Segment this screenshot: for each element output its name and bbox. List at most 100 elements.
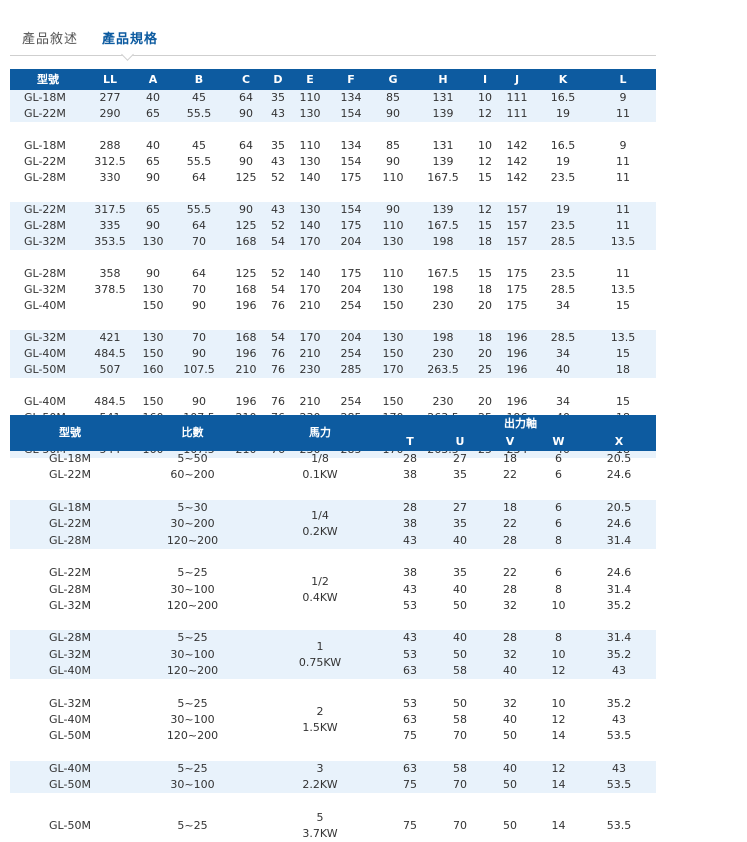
spec-cell-a: 150 — [142, 347, 164, 360]
spec-cell-j: 142 — [506, 155, 528, 168]
ratio-cell-v: 22 — [503, 566, 517, 580]
group-spacer-cell — [10, 549, 656, 565]
ratio-cell-power: 2 1.5KW — [255, 695, 385, 744]
spec-cell-model: GL-50M — [24, 363, 66, 376]
spec-cell-l: 11 — [616, 203, 630, 216]
spec-cell-b: 70 — [192, 283, 206, 296]
spec-table-row: GL-22M 312.5 65 55.5 90 43 130 154 90 139 12 142 19 1… — [10, 154, 656, 170]
spec-header-model: 型號 — [10, 69, 86, 90]
spec-cell-d: 52 — [271, 171, 285, 184]
spec-cell-g: 150 — [382, 299, 404, 312]
ratio-cell-u: 70 — [453, 818, 467, 832]
ratio-cell-t: 63 — [403, 712, 417, 726]
spec-header-j: J — [498, 69, 536, 90]
ratio-cell-w: 14 — [551, 818, 566, 832]
spec-cell-k: 34 — [556, 347, 570, 360]
group-spacer — [10, 378, 656, 394]
spec-cell-model: GL-28M — [24, 267, 66, 280]
spec-cell-a: 65 — [146, 203, 160, 216]
ratio-cell-x: 24.6 — [606, 566, 632, 580]
spec-cell-g: 130 — [382, 235, 404, 248]
ratio-cell-x: 35.2 — [606, 647, 632, 661]
ratio-cell-x: 43 — [612, 761, 627, 775]
ratio-cell-t: 43 — [403, 582, 417, 596]
spec-table-row: GL-40M 484.5 150 90 196 76 210 254 150 230 20 196 34… — [10, 346, 656, 362]
spec-cell-b: 90 — [192, 347, 206, 360]
spec-cell-i: 25 — [478, 363, 492, 376]
ratio-cell-model: GL-28M — [49, 582, 91, 596]
ratio-cell-ratio: 5~25 — [177, 631, 208, 645]
spec-cell-k: 40 — [556, 363, 570, 376]
spec-cell-model: GL-28M — [24, 219, 66, 232]
spec-cell-k: 34 — [556, 395, 570, 408]
spec-cell-ll — [86, 298, 134, 314]
spec-cell-f: 175 — [340, 267, 362, 280]
ratio-cell-model: GL-22M — [49, 468, 91, 482]
spec-cell-h: 131 — [432, 139, 454, 152]
spec-cell-i: 12 — [478, 107, 492, 120]
spec-cell-k: 34 — [556, 299, 570, 312]
ratio-cell-t: 43 — [403, 533, 417, 547]
ratio-cell-ratio: 120~200 — [166, 729, 219, 743]
power-kw-value: 0.1KW — [302, 468, 338, 482]
ratio-cell-power: 5 3.7KW — [255, 810, 385, 842]
spec-cell-ll: 290 — [99, 107, 121, 120]
spec-cell-b: 90 — [192, 395, 206, 408]
spec-header-a: A — [134, 69, 172, 90]
ratio-cell-model: GL-32M — [49, 647, 91, 661]
spec-table-body: GL-18M 277 40 45 64 35 110 134 85 131 10 111 16.5 9 GL… — [10, 90, 656, 458]
spec-cell-e: 210 — [299, 395, 321, 408]
spec-cell-j: 157 — [506, 219, 528, 232]
spec-cell-c: 168 — [235, 235, 257, 248]
spec-cell-model: GL-40M — [24, 395, 66, 408]
spec-cell-c: 196 — [235, 395, 257, 408]
ratio-cell-x: 31.4 — [606, 533, 632, 547]
spec-cell-d: 43 — [271, 107, 285, 120]
spec-cell-a: 90 — [146, 171, 160, 184]
spec-cell-h: 230 — [432, 347, 454, 360]
spec-cell-d: 76 — [271, 347, 285, 360]
group-spacer-cell — [10, 614, 656, 630]
ratio-cell-v: 40 — [503, 664, 517, 677]
ratio-cell-u: 50 — [453, 598, 467, 612]
spec-cell-l: 13.5 — [610, 283, 636, 296]
ratio-cell-x: 53.5 — [606, 778, 632, 792]
spec-cell-j: 157 — [506, 203, 528, 216]
spec-cell-k: 23.5 — [550, 171, 576, 184]
spec-table-row: GL-32M 353.5 130 70 168 54 170 204 130 198 18 157 28… — [10, 234, 656, 250]
spec-header-e: E — [290, 69, 330, 90]
ratio-cell-x: 43 — [612, 664, 627, 677]
spec-cell-l: 15 — [616, 347, 630, 360]
ratio-cell-w: 8 — [555, 582, 562, 596]
spec-cell-e: 170 — [299, 235, 321, 248]
spec-cell-j: 175 — [506, 267, 528, 280]
spec-cell-k: 28.5 — [550, 283, 576, 296]
spec-cell-c: 90 — [239, 107, 253, 120]
ratio-cell-w: 8 — [555, 533, 562, 547]
spec-cell-model: GL-18M — [24, 139, 66, 152]
spec-cell-d: 52 — [271, 219, 285, 232]
ratio-cell-w: 6 — [555, 501, 562, 515]
ratio-cell-u: 50 — [453, 647, 467, 661]
ratio-cell-model: GL-28M — [49, 533, 91, 547]
spec-cell-model: GL-40M — [24, 299, 66, 312]
spec-cell-b: 55.5 — [186, 155, 212, 168]
spec-cell-h: 139 — [432, 107, 454, 120]
ratio-cell-w: 12 — [551, 712, 566, 726]
ratio-cell-v: 50 — [503, 729, 517, 743]
spec-cell-f: 254 — [340, 299, 362, 312]
spec-cell-e: 140 — [299, 219, 321, 232]
ratio-cell-u: 58 — [453, 664, 467, 677]
tab-product-specs[interactable]: 產品規格 — [102, 32, 159, 47]
spec-cell-g: 170 — [382, 363, 404, 376]
spec-cell-i: 18 — [478, 235, 492, 248]
ratio-table-row: GL-40M 5~25 3 2.2KW 63 58 40 12 43 — [10, 760, 657, 791]
group-spacer-cell — [10, 793, 656, 809]
spec-cell-h: 167.5 — [427, 219, 459, 232]
spec-cell-k: 28.5 — [550, 331, 576, 344]
spec-table-row: GL-50M 507 160 107.5 210 76 230 285 170 263.5 25 19… — [10, 362, 656, 378]
ratio-cell-ratio: 5~50 — [177, 452, 208, 466]
tab-product-description[interactable]: 產品敘述 — [22, 32, 79, 47]
ratio-cell-ratio: 30~100 — [170, 582, 215, 596]
spec-cell-i: 12 — [478, 155, 492, 168]
